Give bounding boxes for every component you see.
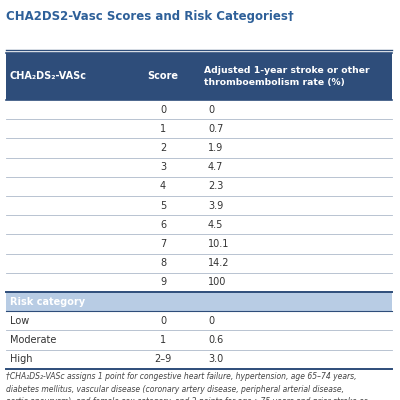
- Text: CHA₂DS₂-VASc: CHA₂DS₂-VASc: [10, 72, 87, 82]
- Text: 6: 6: [160, 220, 166, 230]
- Text: 0.6: 0.6: [208, 335, 223, 345]
- Text: 3: 3: [160, 162, 166, 172]
- Text: 10.1: 10.1: [208, 239, 229, 249]
- Text: High: High: [10, 354, 32, 364]
- Text: Risk category: Risk category: [10, 297, 85, 307]
- Text: Adjusted 1-year stroke or other
thromboembolism rate (%): Adjusted 1-year stroke or other thromboe…: [204, 66, 370, 87]
- Text: 2.3: 2.3: [208, 182, 223, 192]
- Text: 3.9: 3.9: [208, 201, 223, 211]
- Text: 9: 9: [160, 278, 166, 288]
- Text: 1: 1: [160, 335, 166, 345]
- Text: 0: 0: [160, 316, 166, 326]
- Text: 4: 4: [160, 182, 166, 192]
- Text: 0: 0: [160, 105, 166, 115]
- Text: 0.7: 0.7: [208, 124, 223, 134]
- Text: 3.0: 3.0: [208, 354, 223, 364]
- Text: 1.9: 1.9: [208, 143, 223, 153]
- Text: 5: 5: [160, 201, 166, 211]
- Text: 7: 7: [160, 239, 166, 249]
- Text: 100: 100: [208, 278, 226, 288]
- Text: 14.2: 14.2: [208, 258, 230, 268]
- Text: 0: 0: [208, 316, 214, 326]
- Text: 0: 0: [208, 105, 214, 115]
- Text: Moderate: Moderate: [10, 335, 56, 345]
- Text: 4.7: 4.7: [208, 162, 223, 172]
- Text: 4.5: 4.5: [208, 220, 223, 230]
- Text: 8: 8: [160, 258, 166, 268]
- Text: CHA2DS2-Vasc Scores and Risk Categories†: CHA2DS2-Vasc Scores and Risk Categories†: [6, 10, 294, 23]
- Text: 2: 2: [160, 143, 166, 153]
- Text: Score: Score: [148, 72, 178, 82]
- Text: 2–9: 2–9: [154, 354, 172, 364]
- Text: †CHA₂DS₂-VASc assigns 1 point for congestive heart failure, hypertension, age 65: †CHA₂DS₂-VASc assigns 1 point for conges…: [6, 372, 367, 400]
- Text: 1: 1: [160, 124, 166, 134]
- Text: Low: Low: [10, 316, 29, 326]
- Bar: [6, 292, 392, 311]
